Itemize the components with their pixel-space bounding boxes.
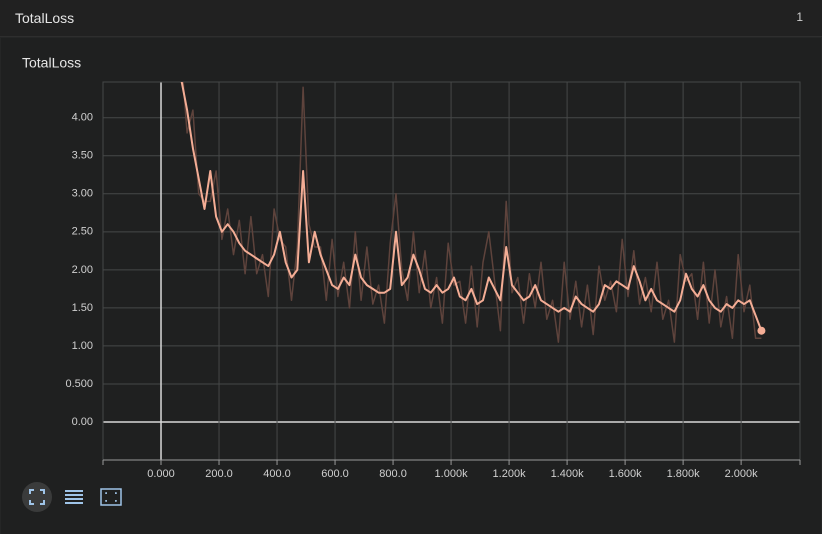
x-tick-label: 200.0 [205,468,233,480]
y-tick-label: 2.50 [72,226,93,238]
x-tick-label: 600.0 [321,468,349,480]
plot-area [180,82,763,343]
y-tick-label: 2.00 [72,264,93,276]
x-tick-label: 1.800k [667,468,701,480]
y-tick-label: 4.00 [72,112,93,124]
panel-header[interactable]: TotalLoss 1 [0,0,822,37]
panel-title: TotalLoss [15,10,75,26]
y-tick-label: 1.50 [72,302,93,314]
toolbar [22,482,126,512]
y-tick-label: 3.50 [72,150,93,162]
x-tick-label: 1.200k [493,468,527,480]
x-tick-label: 1.000k [435,468,469,480]
fit-domain-icon [100,488,122,506]
y-tick-label: 3.00 [72,188,93,200]
legend-icon [65,490,83,504]
x-tick-label: 1.400k [551,468,585,480]
chart-card: TotalLoss 0.00 0.500 1.00 1.50 2.00 2.50 3.00 3… [1,38,821,534]
series-line [182,82,762,343]
fullscreen-icon [29,489,45,505]
y-tick-label: 0.00 [72,416,93,428]
panel-count: 1 [796,10,803,24]
series-line [180,82,763,332]
fit-domain-button[interactable] [96,482,126,512]
y-tick-label: 1.00 [72,340,93,352]
legend-button[interactable] [59,482,89,512]
x-tick-label: 1.600k [609,468,643,480]
y-tick-label: 0.500 [65,378,93,390]
fullscreen-button[interactable] [22,482,52,512]
chart: TotalLoss 0.00 0.500 1.00 1.50 2.00 2.50 3.00 3… [22,55,801,480]
chart-title: TotalLoss [22,55,81,71]
end-point [757,326,766,335]
x-tick-label: 800.0 [379,468,407,480]
x-tick-label: 0.000 [147,468,175,480]
x-tick-label: 2.000k [725,468,759,480]
x-tick-label: 400.0 [263,468,291,480]
